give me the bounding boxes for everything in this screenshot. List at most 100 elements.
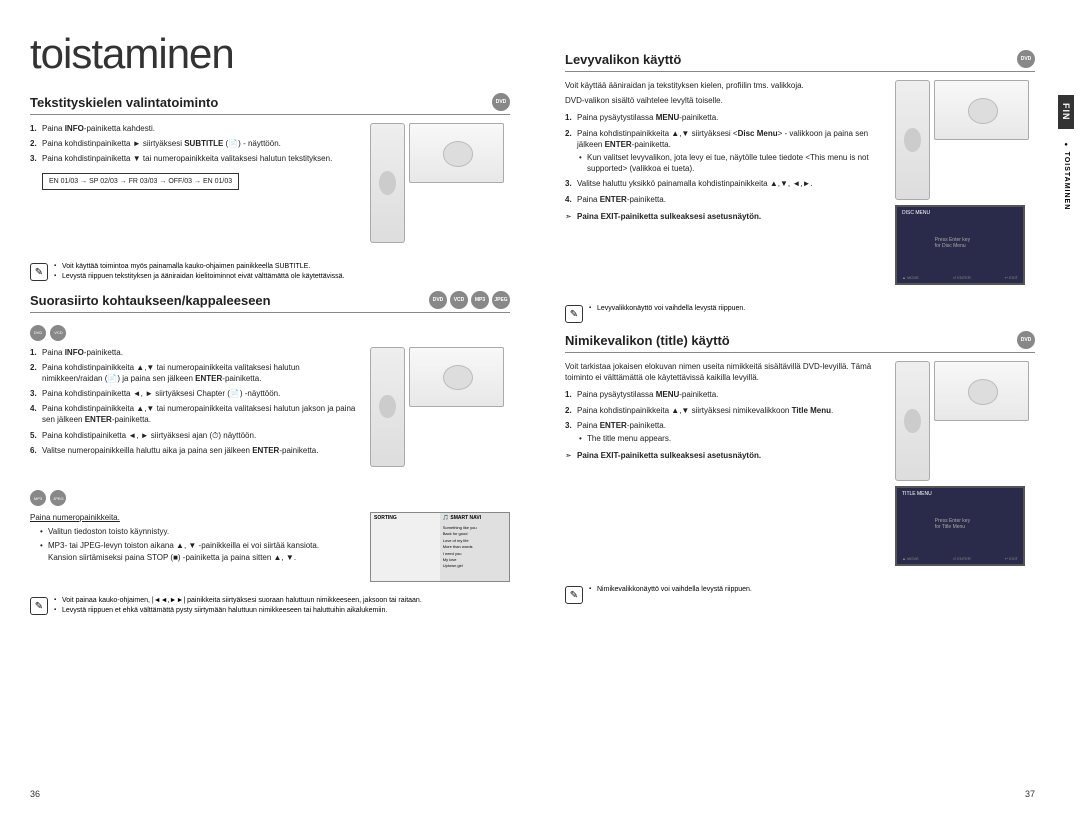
note-icon: ✎ [30, 597, 48, 615]
step-5: Paina kohdistipainiketta ◄, ► siirtyäkse… [30, 430, 360, 441]
title-menu-screen: TITLE MENU Press Enter key for Title Men… [895, 486, 1025, 566]
content-row: Voit käyttää ääniraidan ja tekstityksen … [565, 80, 1035, 290]
step-1: Paina pysäytystilassa MENU-painiketta. [565, 112, 885, 123]
text-column: Voit tarkistaa jokaisen elokuvan nimen u… [565, 361, 885, 571]
smart-navi-label: 🎵 SMART NAVI [443, 515, 481, 521]
image-column: DISC MENU Press Enter key for Disc Menu … [895, 80, 1035, 290]
screen-bottom: ▲ MOVE ⏎ ENTER ↩ EXIT [902, 275, 1018, 280]
device-image [409, 123, 504, 183]
right-page: FIN TOISTAMINEN Levyvalikon käyttö DVD V… [540, 0, 1080, 817]
vcd-icon: VCD [450, 291, 468, 309]
bullet: Valitun tiedoston toisto käynnistyy. [40, 526, 360, 537]
intro-text: DVD-valikon sisältö vaihtelee levyltä to… [565, 95, 885, 106]
note-block: ✎ Voit käyttää toimintoa myös painamalla… [30, 263, 510, 283]
step-2: Paina kohdistinpainikkeita ▲,▼ siirtyäks… [565, 405, 885, 416]
device-image [409, 347, 504, 407]
step-4: Paina kohdistinpainikkeita ▲,▼ tai numer… [30, 403, 360, 425]
vcd-icon: VCD [50, 325, 66, 341]
note-lines: Voit käyttää toimintoa myös painamalla k… [54, 263, 510, 283]
image-column [370, 123, 510, 248]
remote-image [895, 80, 930, 200]
step-1: Paina INFO-painiketta. [30, 347, 360, 358]
remote-image [370, 347, 405, 467]
section-subtitle-lang: Tekstityskielen valintatoiminto DVD [30, 93, 510, 115]
dvd-icon: DVD [1017, 331, 1035, 349]
step-1: Paina pysäytystilassa MENU-painiketta. [565, 389, 885, 400]
disc-menu-screen: DISC MENU Press Enter key for Disc Menu … [895, 205, 1025, 285]
step-2: Paina kohdistinpainiketta ► siirtyäksesi… [30, 138, 360, 149]
note-block: ✎ Levyvalikkonäyttö voi vaihdella levyst… [565, 305, 1035, 323]
mp3-icon: MP3 [471, 291, 489, 309]
image-column: TITLE MENU Press Enter key for Title Men… [895, 361, 1035, 571]
image-column [370, 347, 510, 472]
note-icon: ✎ [565, 586, 583, 604]
page-number: 36 [30, 789, 40, 799]
dvd-icon: DVD [30, 325, 46, 341]
sorting-label: SORTING [374, 515, 397, 521]
screen-label: DISC MENU [902, 210, 930, 216]
jpeg-icon: JPEG [50, 490, 66, 506]
remote-image [370, 123, 405, 243]
content-row: Paina numeropainikkeita. Valitun tiedost… [30, 512, 510, 582]
note-line: Levystä riippuen et ehkä välttämättä pys… [54, 607, 510, 614]
step-3: Paina kohdistinpainiketta ▼ tai numeropa… [30, 153, 360, 164]
exit-note: Paina EXIT-painiketta sulkeaksesi asetus… [565, 450, 885, 461]
mp3-icon: MP3 [30, 490, 46, 506]
note-line: Voit käyttää toimintoa myös painamalla k… [54, 263, 510, 270]
text-column: Paina numeropainikkeita. Valitun tiedost… [30, 512, 360, 582]
toistaminen-title: toistaminen [30, 30, 510, 78]
sequence-box: EN 01/03 → SP 02/03 → FR 03/03 → OFF/03 … [42, 173, 239, 191]
section-disc-menu: Levyvalikon käyttö DVD [565, 50, 1035, 72]
remote-image [895, 361, 930, 481]
step-1: Paina INFO-painiketta kahdesti. [30, 123, 360, 134]
step-3: Paina kohdistinpainiketta ◄, ► siirtyäks… [30, 388, 360, 399]
exit-note: Paina EXIT-painiketta sulkeaksesi asetus… [565, 211, 885, 222]
steps-list: Paina pysäytystilassa MENU-painiketta. P… [565, 112, 885, 204]
content-row: Paina INFO-painiketta. Paina kohdistinpa… [30, 347, 510, 472]
bullet: MP3- tai JPEG-levyn toiston aikana ▲, ▼ … [40, 540, 360, 562]
note-block: ✎ Nimikevalikkonäyttö voi vaihdella levy… [565, 586, 1035, 604]
left-page: toistaminen Tekstityskielen valintatoimi… [0, 0, 540, 817]
sorting-list: Something like you Back for good Love of… [443, 525, 477, 570]
note-line: Nimikevalikkonäyttö voi vaihdella levyst… [589, 586, 1035, 593]
step-2: Paina kohdistinpainikkeita ▲,▼ siirtyäks… [565, 128, 885, 175]
text-column: Voit käyttää ääniraidan ja tekstityksen … [565, 80, 885, 290]
section-title: Levyvalikon käyttö [565, 52, 681, 67]
content-row: Voit tarkistaa jokaisen elokuvan nimen u… [565, 361, 1035, 571]
dvd-icon: DVD [429, 291, 447, 309]
note-lines: Levyvalikkonäyttö voi vaihdella levystä … [589, 305, 1035, 323]
sorting-screen: SORTING 🎵 SMART NAVI Something like you … [370, 512, 510, 582]
note-icon: ✎ [565, 305, 583, 323]
disc-icons: DVD [1017, 50, 1035, 68]
step-2: Paina kohdistinpainikkeita ▲,▼ tai numer… [30, 362, 360, 384]
note-lines: Voit painaa kauko-ohjaimen, |◄◄,►►| pain… [54, 597, 510, 617]
image-column: SORTING 🎵 SMART NAVI Something like you … [370, 512, 510, 582]
step-6: Valitse numeropainikkeilla haluttu aika … [30, 445, 360, 456]
section-title: Nimikevalikon (title) käyttö [565, 333, 730, 348]
disc-icons: DVD [492, 93, 510, 111]
steps-list: Paina INFO-painiketta. Paina kohdistinpa… [30, 347, 360, 457]
step-3: Paina ENTER-painiketta. The title menu a… [565, 420, 885, 444]
intro-text: Voit tarkistaa jokaisen elokuvan nimen u… [565, 361, 885, 383]
jpeg-icon: JPEG [492, 291, 510, 309]
page-number: 37 [1025, 789, 1035, 799]
sub-bullet: The title menu appears. [577, 433, 885, 444]
screen-center: Press Enter key for Disc Menu [935, 237, 970, 249]
step-4: Paina ENTER-painiketta. [565, 194, 885, 205]
note-icon: ✎ [30, 263, 48, 281]
device-image [934, 80, 1029, 140]
text-column: Paina INFO-painiketta kahdesti. Paina ko… [30, 123, 360, 248]
section-direct-skip: Suorasiirto kohtaukseen/kappaleeseen DVD… [30, 291, 510, 313]
note-line: Voit painaa kauko-ohjaimen, |◄◄,►►| pain… [54, 597, 510, 604]
screen-center: Press Enter key for Title Menu [935, 518, 970, 530]
note-line: Levystä riippuen tekstityksen ja äänirai… [54, 273, 510, 280]
section-title-menu: Nimikevalikon (title) käyttö DVD [565, 331, 1035, 353]
section-title: Tekstityskielen valintatoiminto [30, 95, 218, 110]
lang-tab: FIN [1058, 95, 1074, 129]
device-image [934, 361, 1029, 421]
side-tab: FIN TOISTAMINEN [1058, 95, 1074, 218]
dvd-icon: DVD [1017, 50, 1035, 68]
sub-bullet: Kun valitset levyvalikon, jota levy ei t… [577, 152, 885, 174]
disc-row: DVD VCD [30, 321, 510, 341]
dvd-icon: DVD [492, 93, 510, 111]
